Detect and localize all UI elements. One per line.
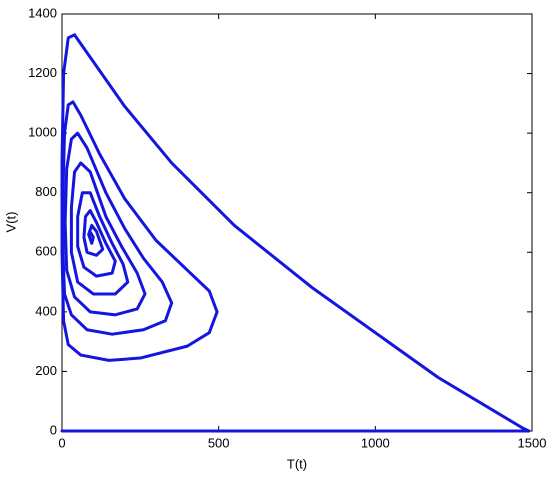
y-axis-label: V(t) — [3, 212, 18, 233]
x-tick-label: 0 — [58, 435, 65, 450]
y-tick-label: 1200 — [28, 65, 57, 80]
x-tick-label: 500 — [208, 435, 230, 450]
x-tick-label: 1000 — [361, 435, 390, 450]
y-tick-label: 200 — [35, 363, 57, 378]
trajectory-line — [60, 33, 531, 433]
x-tick-label: 1500 — [518, 435, 547, 450]
y-tick-label: 1000 — [28, 125, 57, 140]
y-tick-label: 0 — [50, 422, 57, 437]
x-axis-label: T(t) — [287, 456, 307, 471]
plot-frame — [61, 13, 533, 432]
y-tick-label: 1400 — [28, 5, 57, 20]
y-tick-label: 600 — [35, 244, 57, 259]
y-tick-label: 400 — [35, 303, 57, 318]
y-tick-label: 800 — [35, 184, 57, 199]
